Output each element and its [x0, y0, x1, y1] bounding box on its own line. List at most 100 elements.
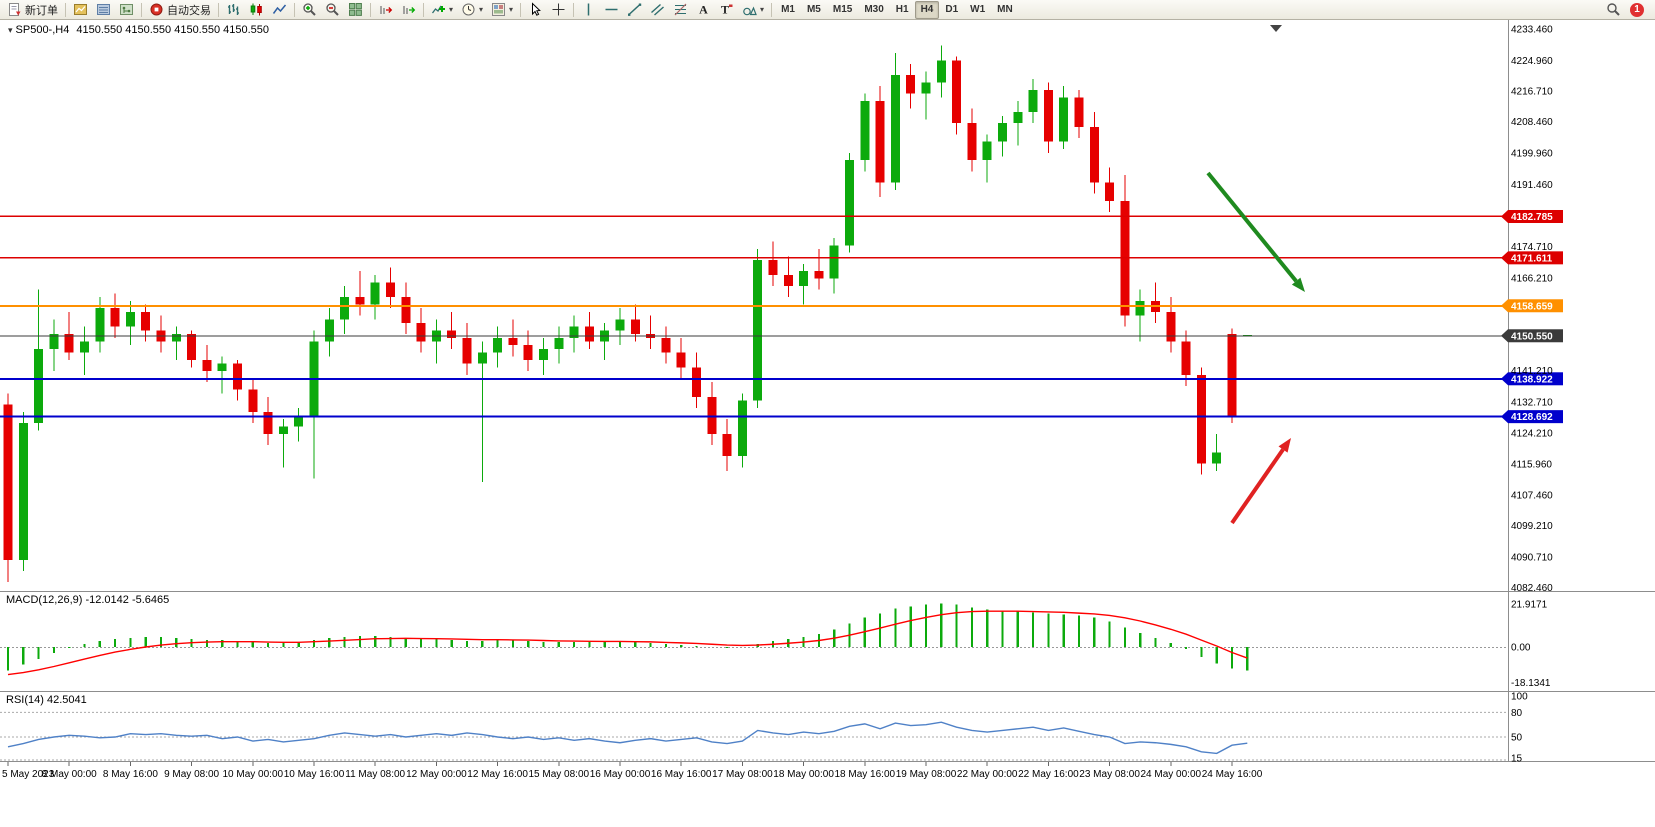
chart-shift-marker[interactable] — [1270, 25, 1282, 32]
red-up-arrow[interactable] — [1230, 438, 1291, 525]
svg-text:4107.460: 4107.460 — [1511, 491, 1553, 502]
candle-body — [1028, 89, 1038, 113]
market-watch-button[interactable] — [69, 0, 92, 20]
toolbar-separator — [370, 2, 371, 17]
timeframe-button-w1[interactable]: W1 — [970, 4, 986, 15]
rsi-line — [7, 721, 1248, 755]
svg-text:24 May 00:00: 24 May 00:00 — [1140, 769, 1201, 780]
svg-text:23 May 08:00: 23 May 08:00 — [1079, 769, 1140, 780]
data-window-button[interactable] — [92, 0, 115, 20]
candle-chart-button[interactable] — [245, 0, 268, 20]
timeframe-button-h4[interactable]: H4 — [914, 0, 940, 19]
indicators-button[interactable]: ▾ — [427, 0, 457, 20]
timeframe-button-m1[interactable]: M1 — [781, 4, 795, 15]
candle-body — [554, 337, 564, 349]
candle-body — [768, 260, 778, 275]
candle-body — [783, 274, 793, 287]
notification-badge[interactable]: 1 — [1630, 2, 1644, 17]
timeframe-button-m30[interactable]: M30 — [864, 4, 884, 15]
green-down-arrow[interactable] — [1206, 171, 1305, 292]
svg-text:4191.460: 4191.460 — [1511, 180, 1553, 191]
candle-body — [386, 282, 395, 298]
search-button[interactable] — [1602, 0, 1625, 20]
timeframe-button-mn[interactable]: MN — [997, 4, 1013, 15]
svg-text:-18.1341: -18.1341 — [1511, 678, 1551, 689]
trend-line-icon — [627, 2, 642, 17]
text-button[interactable]: A — [692, 0, 715, 20]
horizontal-line-button[interactable] — [600, 0, 623, 20]
candle-body — [18, 422, 28, 560]
svg-text:15: 15 — [1511, 754, 1523, 765]
shapes-button[interactable]: ▾ — [738, 0, 768, 20]
chevron-down-icon: ▾ — [449, 4, 454, 14]
auto-trading-button-label: 自动交易 — [167, 4, 211, 17]
candle-body — [998, 123, 1007, 142]
candle-chart-icon — [249, 2, 264, 17]
candle-body — [1105, 182, 1115, 201]
text-label-button[interactable]: T — [715, 0, 738, 20]
candle-body — [294, 415, 304, 427]
price-badge: 4158.659 — [1501, 299, 1563, 313]
price-chart-canvas[interactable]: 4182.785 4171.611 4158.659 4150.550 4138.922… — [0, 20, 1655, 827]
chart-window-icon: ▾ — [8, 25, 13, 35]
candle-body — [921, 82, 931, 94]
auto-scroll-button[interactable] — [397, 0, 420, 20]
timeframe-button-m15[interactable]: M15 — [832, 4, 853, 15]
templates-button[interactable]: ▾ — [487, 0, 517, 20]
toolbar-separator — [520, 2, 522, 17]
candle-body — [248, 389, 258, 412]
market-watch-icon — [73, 2, 88, 17]
tile-windows-button[interactable] — [344, 0, 367, 20]
horizontal-price-lines: 4182.785 4171.611 4158.659 4150.550 4138.922… — [0, 209, 1563, 424]
candle-body — [676, 352, 686, 368]
auto-trading-icon — [149, 2, 164, 17]
timeframe-button-h1[interactable]: H1 — [895, 4, 909, 15]
candle-body — [187, 334, 197, 361]
vertical-line-button[interactable] — [577, 0, 600, 20]
trend-line-button[interactable] — [623, 0, 646, 20]
shapes-icon — [742, 2, 757, 17]
periods-button[interactable]: ▾ — [457, 0, 487, 20]
candle-body — [1212, 452, 1222, 464]
candle-body — [722, 434, 732, 457]
svg-text:4174.710: 4174.710 — [1511, 242, 1553, 253]
candle-body — [110, 308, 120, 327]
search-icon — [1606, 2, 1621, 17]
price-axis: 4233.460 4224.960 4216.710 4208.460 4199.960… — [1511, 25, 1553, 595]
chart-shift-button[interactable] — [374, 0, 397, 20]
toolbar-separator — [218, 2, 219, 17]
svg-text:4233.460: 4233.460 — [1511, 25, 1553, 36]
navigator-button[interactable] — [115, 0, 138, 20]
crosshair-button[interactable] — [547, 0, 570, 20]
chevron-down-icon: ▾ — [479, 4, 484, 14]
chart-shift-icon — [378, 2, 393, 17]
svg-text:18 May 00:00: 18 May 00:00 — [773, 769, 834, 780]
svg-text:19 May 08:00: 19 May 08:00 — [896, 769, 957, 780]
chevron-down-icon: ▾ — [509, 4, 514, 14]
vertical-line-icon — [581, 2, 596, 17]
fibonacci-button[interactable] — [669, 0, 692, 20]
chart-title-symbol: SP500-,H4 — [15, 24, 70, 36]
candle-body — [49, 334, 59, 349]
candle-body — [370, 282, 380, 305]
bar-chart-button[interactable] — [222, 0, 245, 20]
channel-button[interactable] — [646, 0, 669, 20]
toolbar-separator — [294, 2, 295, 17]
toolbar-separator — [423, 2, 424, 17]
data-window-icon — [96, 2, 111, 17]
timeframe-button-d1[interactable]: D1 — [945, 4, 959, 15]
candle-body — [814, 271, 824, 279]
auto-trading-button[interactable]: 自动交易 — [145, 0, 215, 20]
zoom-out-button[interactable] — [321, 0, 344, 20]
candle-body — [1135, 300, 1145, 316]
svg-text:4171.611: 4171.611 — [1511, 253, 1553, 264]
zoom-in-button[interactable] — [298, 0, 321, 20]
line-chart-button[interactable] — [268, 0, 291, 20]
candle-body — [967, 123, 977, 161]
cursor-button[interactable] — [524, 0, 547, 20]
new-order-button[interactable]: 新订单 — [3, 0, 62, 20]
svg-text:4090.710: 4090.710 — [1511, 553, 1553, 564]
svg-text:4082.460: 4082.460 — [1511, 583, 1553, 594]
timeframe-button-m5[interactable]: M5 — [806, 4, 821, 15]
candle-body — [1166, 311, 1176, 342]
